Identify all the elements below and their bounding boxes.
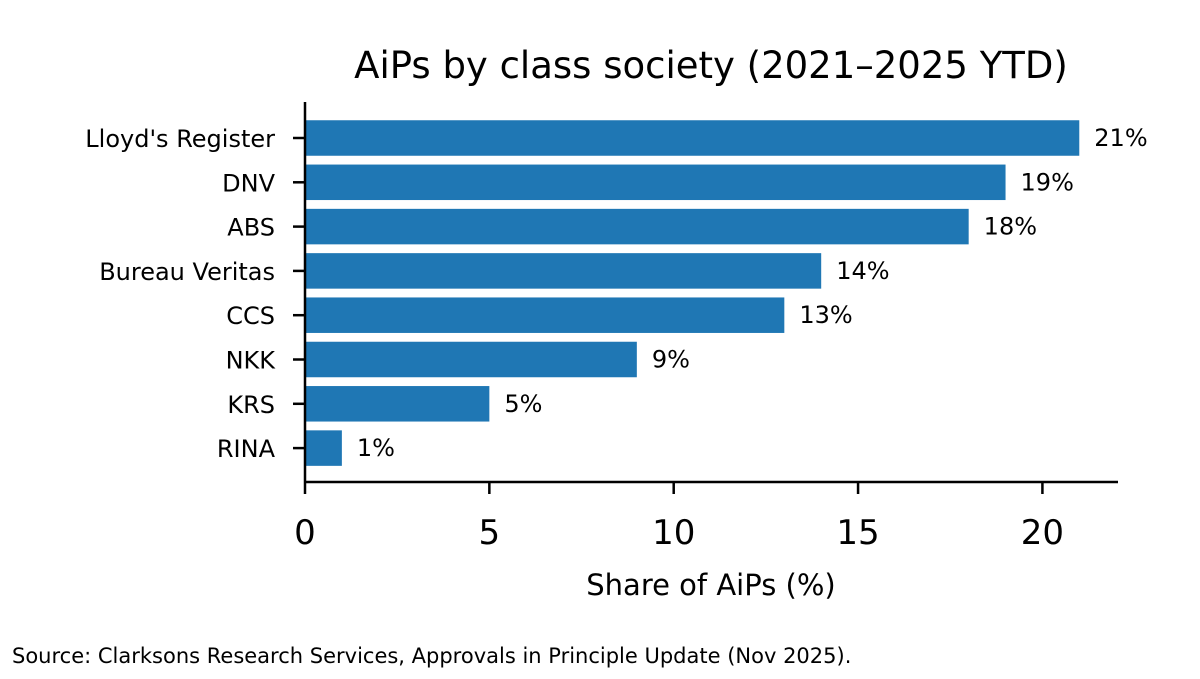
bar xyxy=(305,341,637,378)
data-label: 14% xyxy=(836,257,889,285)
bar xyxy=(305,164,1006,201)
bar xyxy=(305,208,969,245)
category-label: DNV xyxy=(222,169,275,197)
x-tick-label: 20 xyxy=(1021,513,1064,553)
x-axis-label: Share of AiPs (%) xyxy=(586,568,835,602)
bar xyxy=(305,386,490,422)
category-label: Bureau Veritas xyxy=(99,258,275,286)
data-label: 19% xyxy=(1021,168,1074,196)
data-label: 13% xyxy=(799,301,852,329)
category-label: Lloyd's Register xyxy=(85,125,275,153)
bar xyxy=(305,253,822,289)
source-note: Source: Clarksons Research Services, App… xyxy=(12,644,851,668)
data-label: 9% xyxy=(652,346,690,374)
category-label: NKK xyxy=(226,347,277,375)
data-label: 21% xyxy=(1094,124,1147,152)
x-tick-label: 0 xyxy=(294,513,316,553)
chart-title: AiPs by class society (2021–2025 YTD) xyxy=(354,44,1068,87)
data-label: 18% xyxy=(984,213,1037,241)
x-tick-label: 10 xyxy=(652,513,695,553)
category-label: RINA xyxy=(217,435,276,463)
x-tick-label: 15 xyxy=(836,513,879,553)
bar xyxy=(305,430,342,466)
category-label: ABS xyxy=(227,214,275,242)
plot-area: Lloyd's Register 21% DNV 19% ABS 18% Bureau Ve… xyxy=(85,102,1148,553)
data-label: 1% xyxy=(357,434,395,462)
bar xyxy=(305,120,1080,156)
category-label: CCS xyxy=(226,302,275,330)
bar xyxy=(305,297,785,333)
data-label: 5% xyxy=(504,390,542,418)
x-tick-label: 5 xyxy=(479,513,501,553)
category-label: KRS xyxy=(227,391,275,419)
